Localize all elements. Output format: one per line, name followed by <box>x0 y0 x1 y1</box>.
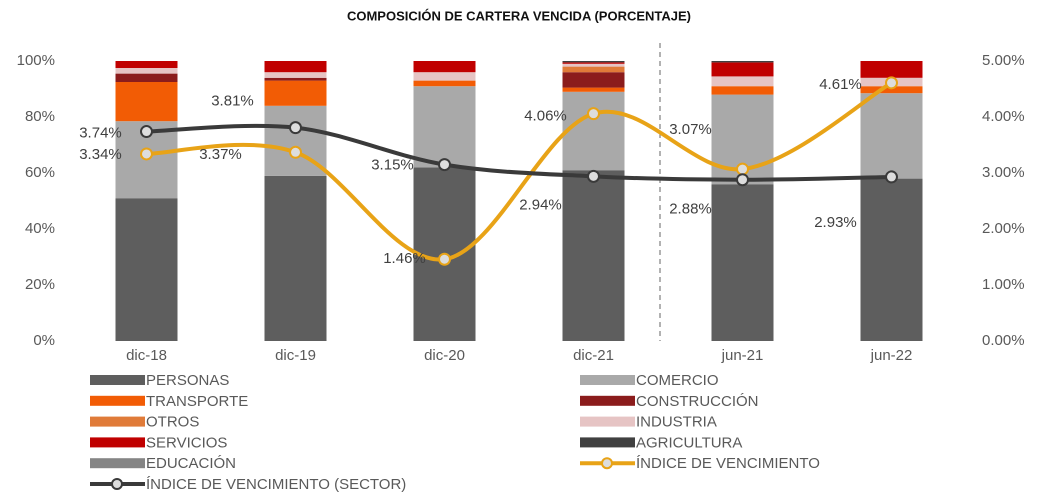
legend-label: ÍNDICE DE VENCIMIENTO <box>636 455 820 472</box>
bar-segment <box>115 61 178 68</box>
bar-segment <box>413 61 476 73</box>
bar-segment <box>562 62 625 64</box>
bar-segment <box>860 178 923 341</box>
x-tick-label: dic-20 <box>424 347 465 364</box>
legend-label: AGRICULTURA <box>636 434 742 451</box>
y2-tick-label: 3.00% <box>982 164 1025 181</box>
chart-title: COMPOSICIÓN DE CARTERA VENCIDA (PORCENTA… <box>347 8 691 23</box>
bar-segment <box>860 93 923 179</box>
y-tick-label: 20% <box>25 276 55 293</box>
bar-segment <box>562 63 625 67</box>
line-marker <box>438 252 451 266</box>
bar-segment <box>562 87 625 92</box>
legend-swatch <box>90 416 145 427</box>
line-marker <box>140 125 153 139</box>
line-marker <box>736 173 749 187</box>
bar-segment <box>562 66 625 73</box>
y2-tick-label: 2.00% <box>982 220 1025 237</box>
x-tick-label: dic-18 <box>126 347 167 364</box>
bar-segment <box>711 62 774 77</box>
x-tick-label: jun-22 <box>870 347 913 364</box>
data-label: 2.88% <box>669 201 712 218</box>
y2-tick-label: 0.00% <box>982 332 1025 349</box>
bar-segment <box>711 184 774 341</box>
legend-label: TRANSPORTE <box>146 393 248 410</box>
line-marker <box>885 170 898 184</box>
bar-segment <box>711 61 774 63</box>
y-tick-label: 0% <box>33 332 55 349</box>
data-label: 2.93% <box>814 214 857 231</box>
bar-segment <box>711 86 774 95</box>
line-marker <box>885 76 898 90</box>
legend-swatch <box>90 458 145 469</box>
legend-swatch <box>90 437 145 448</box>
bar-segment <box>562 170 625 341</box>
bar-segment <box>860 86 923 94</box>
data-label: 4.06% <box>524 108 567 125</box>
legend-label: OTROS <box>146 414 199 431</box>
legend-label: EDUCACIÓN <box>146 455 236 472</box>
data-label: 2.94% <box>519 196 562 213</box>
bar-segment <box>115 82 178 122</box>
bar-segment <box>264 80 327 106</box>
bar-segment <box>413 72 476 81</box>
legend-label: COMERCIO <box>636 372 719 389</box>
bar-segment <box>264 77 327 81</box>
x-tick-label: dic-19 <box>275 347 316 364</box>
line-marker <box>140 147 153 161</box>
y2-tick-label: 5.00% <box>982 52 1025 69</box>
bar-segment <box>562 72 625 88</box>
bar-segment <box>264 72 327 78</box>
data-label: 4.61% <box>819 76 862 93</box>
bar-segment <box>711 76 774 87</box>
legend-swatch <box>580 437 635 448</box>
bar-segment <box>562 61 625 63</box>
legend-swatch <box>580 395 635 406</box>
line <box>146 123 892 182</box>
data-label: 3.34% <box>79 146 122 163</box>
x-tick-label: dic-21 <box>573 347 614 364</box>
bar-segment <box>562 91 625 171</box>
line-marker <box>587 169 600 183</box>
legend-label: PERSONAS <box>146 372 229 389</box>
y-tick-label: 60% <box>25 164 55 181</box>
legend-swatch <box>90 395 145 406</box>
line-marker <box>736 162 749 176</box>
bar-segment <box>115 198 178 341</box>
data-label: 3.15% <box>371 157 414 174</box>
bar-segment <box>115 73 178 82</box>
line-marker <box>438 158 451 172</box>
data-label: 3.81% <box>211 93 254 110</box>
bar-segment <box>115 68 178 74</box>
bar-segment <box>413 80 476 87</box>
data-label: 3.74% <box>79 125 122 142</box>
x-tick-label: jun-21 <box>721 347 764 364</box>
bar-segment <box>860 61 923 78</box>
data-label: 3.07% <box>669 121 712 138</box>
y-tick-label: 80% <box>25 108 55 125</box>
bar-segment <box>413 86 476 168</box>
legend-label: INDUSTRIA <box>636 414 717 431</box>
line-marker <box>289 121 302 135</box>
y2-tick-label: 1.00% <box>982 276 1025 293</box>
legend-swatch <box>90 375 145 385</box>
bar-segment <box>264 175 327 341</box>
bar-segment <box>264 61 327 73</box>
legend-label: SERVICIOS <box>146 434 227 451</box>
legend-label: ÍNDICE DE VENCIMIENTO (SECTOR) <box>146 476 406 493</box>
data-label: 3.37% <box>199 146 242 163</box>
y-tick-label: 40% <box>25 220 55 237</box>
line-marker <box>289 145 302 159</box>
legend-marker <box>111 478 123 490</box>
legend-label: CONSTRUCCIÓN <box>636 393 759 410</box>
y-tick-label: 100% <box>17 52 55 69</box>
data-label: 1.46% <box>383 250 426 267</box>
line-marker <box>587 107 600 121</box>
legend-swatch <box>580 375 635 385</box>
legend-swatch <box>580 416 635 427</box>
legend-marker <box>601 457 613 470</box>
y2-tick-label: 4.00% <box>982 108 1025 125</box>
